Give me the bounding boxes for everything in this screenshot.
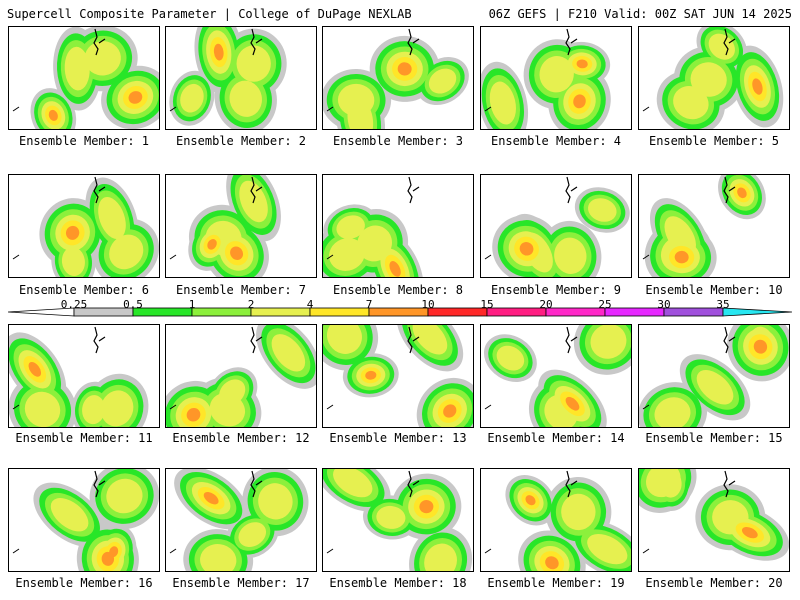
ensemble-member-label: Ensemble Member: 19 [487,576,625,590]
scp-field [12,27,159,129]
scp-field [484,176,630,277]
color-scale-segment [604,307,665,317]
scp-field [323,325,473,427]
ensemble-member-map-10 [638,174,790,278]
color-scale-legend: 0.25 0.5 1 2 4 7 10 15 20 25 30 35 [8,298,792,320]
ensemble-member-map-16 [8,468,160,572]
scp-field [9,326,149,427]
color-scale-tick-label: 35 [716,298,730,311]
ensemble-member-map-8 [322,174,474,278]
ensemble-member-label: Ensemble Member: 3 [332,134,464,148]
scp-field [639,469,789,561]
color-scale-segment [427,307,488,317]
color-scale-segment [250,307,311,317]
scp-field [169,27,287,129]
ensemble-member-label: Ensemble Member: 1 [18,134,150,148]
color-scale-segment [722,307,792,317]
ensemble-member-map-1 [8,26,160,130]
ensemble-member-map-7 [165,174,317,278]
color-scale-bar [8,307,792,317]
ensemble-member-label: Ensemble Member: 10 [645,283,783,297]
color-scale-tick-label: 25 [598,298,612,311]
ensemble-member-map-9 [480,174,632,278]
ensemble-member-label: Ensemble Member: 4 [490,134,622,148]
ensemble-member-map-20 [638,468,790,572]
scp-field [12,176,159,277]
color-scale-tick-label: 4 [306,298,314,311]
ensemble-member-label: Ensemble Member: 9 [490,283,622,297]
color-scale-tick-label: 0.5 [123,298,143,311]
color-scale-tick-label: 0.25 [60,298,88,311]
ensemble-member-map-19 [480,468,632,572]
ensemble-member-map-5 [638,26,790,130]
scp-field [483,325,631,427]
scp-field [642,175,766,277]
ensemble-member-label: Ensemble Member: 6 [18,283,150,297]
ensemble-member-label: Ensemble Member: 13 [329,431,467,445]
ensemble-member-map-2 [165,26,317,130]
ensemble-member-label: Ensemble Member: 5 [648,134,780,148]
scp-field [166,325,316,427]
ensemble-member-map-4 [480,26,632,130]
ensemble-member-map-15 [638,324,790,428]
ensemble-member-label: Ensemble Member: 8 [332,283,464,297]
ensemble-member-map-18 [322,468,474,572]
ensemble-member-label: Ensemble Member: 12 [172,431,310,445]
ensemble-member-map-3 [322,26,474,130]
color-scale-tick-label: 20 [539,298,553,311]
color-scale-tick-label: 15 [480,298,494,311]
valid-time-title: 06Z GEFS | F210 Valid: 00Z SAT JUN 14 20… [488,7,792,21]
color-scale-segment [486,307,547,317]
page-title: Supercell Composite Parameter | College … [7,7,412,21]
scp-field [639,325,789,427]
scp-field [323,28,469,129]
scp-field [169,469,309,571]
color-scale-segment [663,307,724,317]
ensemble-member-map-6 [8,174,160,278]
ensemble-member-label: Ensemble Member: 16 [15,576,153,590]
ensemble-member-label: Ensemble Member: 7 [175,283,307,297]
ensemble-member-map-17 [165,468,317,572]
ensemble-member-label: Ensemble Member: 11 [15,431,153,445]
ensemble-member-map-14 [480,324,632,428]
scp-field [481,28,611,129]
ensemble-member-label: Ensemble Member: 20 [645,576,783,590]
scp-field [323,469,473,571]
ensemble-member-label: Ensemble Member: 2 [175,134,307,148]
ensemble-member-label: Ensemble Member: 18 [329,576,467,590]
ensemble-member-label: Ensemble Member: 14 [487,431,625,445]
scp-field [642,27,784,129]
color-scale-segment [545,307,606,317]
ensemble-member-label: Ensemble Member: 17 [172,576,310,590]
color-scale-segment [309,307,370,317]
scp-field [484,470,631,571]
color-scale-segment [191,307,252,317]
scp-field [169,175,281,277]
color-scale-tick-label: 10 [421,298,435,311]
color-scale-tick-label: 7 [365,298,373,311]
scp-field [323,176,424,277]
ensemble-member-map-13 [322,324,474,428]
ensemble-member-map-11 [8,324,160,428]
scp-field [12,469,159,571]
color-scale-tick-label: 1 [188,298,196,311]
ensemble-member-map-12 [165,324,317,428]
color-scale-tick-label: 30 [657,298,671,311]
ensemble-member-label: Ensemble Member: 15 [645,431,783,445]
color-scale-tick-label: 2 [247,298,255,311]
color-scale-segment [368,307,429,317]
